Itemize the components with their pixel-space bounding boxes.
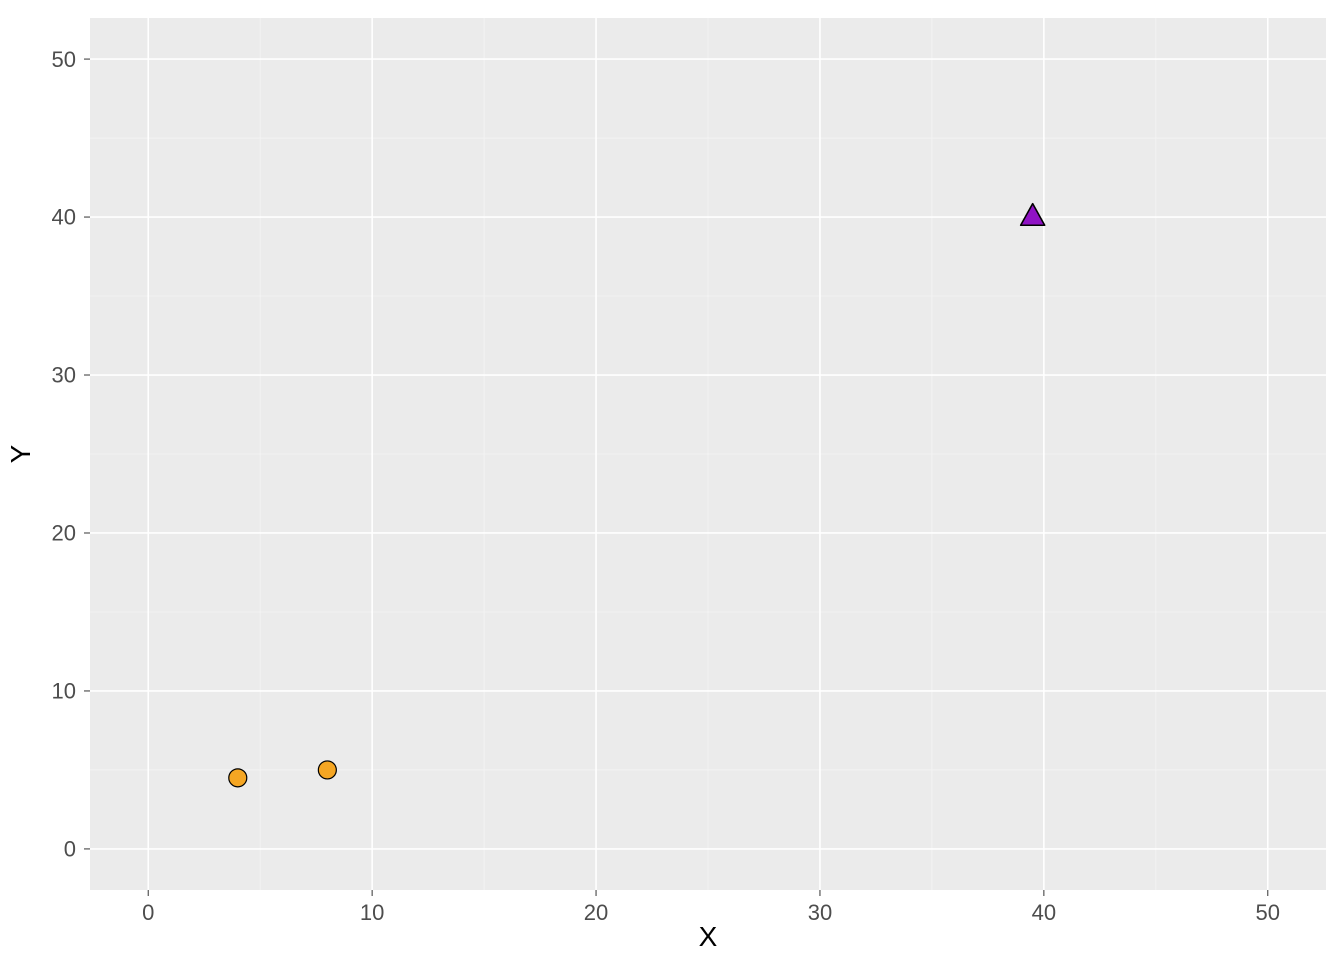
- y-tick-label: 20: [52, 521, 76, 546]
- x-tick-label: 30: [808, 900, 832, 925]
- x-tick-label: 10: [360, 900, 384, 925]
- y-tick-label: 30: [52, 363, 76, 388]
- scatter-point-circle: [229, 769, 247, 787]
- x-tick-label: 20: [584, 900, 608, 925]
- y-tick-label: 40: [52, 205, 76, 230]
- y-axis-title: Y: [5, 444, 36, 463]
- x-tick-label: 40: [1032, 900, 1056, 925]
- scatter-chart: 0 10 20 30 40 50 0 10 20 30 40 50 X Y: [0, 0, 1344, 960]
- x-axis-title: X: [699, 921, 718, 952]
- scatter-svg: 0 10 20 30 40 50 0 10 20 30 40 50 X Y: [0, 0, 1344, 960]
- y-tick-label: 10: [52, 679, 76, 704]
- x-tick-label: 0: [142, 900, 154, 925]
- scatter-point-circle: [318, 761, 336, 779]
- y-tick-label: 50: [52, 47, 76, 72]
- y-tick-label: 0: [64, 837, 76, 862]
- x-tick-label: 50: [1256, 900, 1280, 925]
